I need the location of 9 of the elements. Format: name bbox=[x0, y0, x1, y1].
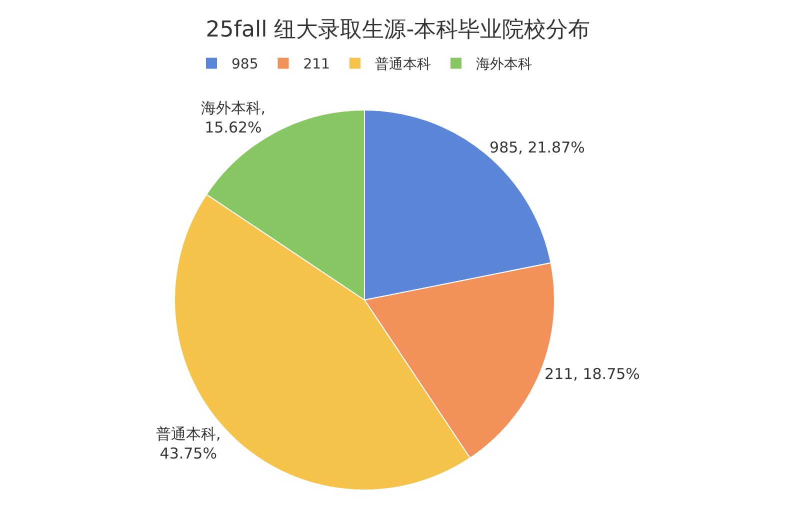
data-label: 海外本科, 15.62% bbox=[200, 99, 266, 137]
data-label: 211, 18.75% bbox=[544, 365, 640, 384]
legend-label: 普通本科 bbox=[374, 56, 431, 73]
data-label: 985, 21.87% bbox=[490, 138, 585, 157]
data-label: 普通本科, 43.75% bbox=[156, 424, 221, 462]
legend-label: 211 bbox=[303, 56, 330, 73]
legend-label: 海外本科 bbox=[476, 56, 532, 73]
chart-title: 25fall 纽大录取生源-本科毕业院校分布 bbox=[206, 18, 590, 43]
legend-label: 985 bbox=[232, 56, 258, 73]
